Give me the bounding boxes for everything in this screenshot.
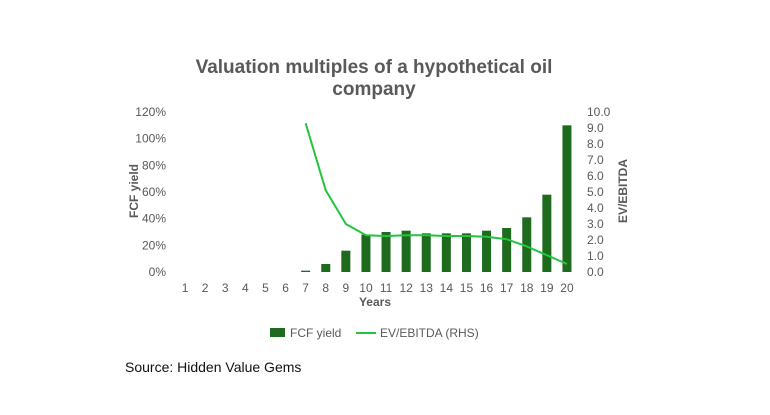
bar-fcf-yield [301, 270, 311, 272]
legend: FCF yield EV/EBITDA (RHS) [270, 326, 479, 340]
y2-tick-label: 10.0 [587, 105, 611, 119]
bar-fcf-yield [421, 233, 431, 272]
x-tick-label: 14 [440, 281, 454, 295]
y2-tick-label: 1.0 [587, 249, 604, 263]
y2-tick-label: 4.0 [587, 201, 604, 215]
fcf-yield-bars [301, 125, 572, 272]
y2-tick-label: 9.0 [587, 121, 604, 135]
bar-fcf-yield [562, 125, 572, 272]
x-tick-label: 20 [560, 281, 574, 295]
x-tick-label: 16 [480, 281, 494, 295]
x-tick-label: 1 [182, 281, 189, 295]
x-axis-title: Years [359, 295, 391, 309]
y-tick-label: 80% [142, 158, 166, 172]
x-tick-label: 19 [540, 281, 554, 295]
bar-fcf-yield [542, 194, 552, 272]
x-tick-label: 7 [302, 281, 309, 295]
y-tick-label: 20% [142, 238, 166, 252]
y-axis-right-title: EV/EBITDA [616, 159, 630, 223]
x-tick-label: 6 [282, 281, 289, 295]
x-tick-label: 13 [420, 281, 434, 295]
y-tick-label: 100% [135, 132, 166, 146]
bar-fcf-yield [502, 228, 512, 272]
legend-swatch-fcf-yield [270, 328, 285, 337]
bar-fcf-yield [361, 234, 371, 272]
bar-fcf-yield [401, 230, 411, 272]
legend-label-fcf-yield: FCF yield [290, 326, 341, 340]
x-tick-label: 3 [222, 281, 229, 295]
y-tick-label: 60% [142, 185, 166, 199]
y2-tick-label: 7.0 [587, 153, 604, 167]
line-ev-ebitda [304, 122, 568, 265]
bar-fcf-yield [381, 232, 391, 272]
y2-tick-label: 5.0 [587, 185, 604, 199]
x-tick-label: 2 [202, 281, 209, 295]
source-note: Source: Hidden Value Gems [125, 359, 302, 375]
y2-tick-label: 3.0 [587, 217, 604, 231]
chart-title-line-1: Valuation multiples of a hypothetical oi… [196, 57, 553, 78]
bar-fcf-yield [441, 233, 451, 272]
bar-fcf-yield [341, 250, 351, 272]
y-axis-right-ticks: 0.0 1.0 2.0 3.0 4.0 5.0 6.0 7.0 8.0 9.0 10.0 [587, 105, 611, 279]
y2-tick-label: 0.0 [587, 265, 604, 279]
x-tick-label: 8 [322, 281, 329, 295]
bar-fcf-yield [482, 230, 492, 272]
x-tick-label: 9 [343, 281, 350, 295]
chart-title-line-2: company [332, 79, 416, 100]
y-tick-label: 0% [149, 265, 167, 279]
y2-tick-label: 6.0 [587, 169, 604, 183]
ev-ebitda-line-layer [304, 122, 568, 265]
y-tick-label: 40% [142, 212, 166, 226]
y-axis-left-title: FCF yield [127, 164, 141, 218]
x-axis-ticks: 1 2 3 4 5 6 7 8 9 10 11 12 13 14 15 16 17 18 19 20 [182, 281, 574, 295]
bar-fcf-yield [461, 233, 471, 272]
x-tick-label: 11 [380, 281, 393, 295]
x-tick-label: 12 [399, 281, 413, 295]
y-tick-label: 120% [135, 105, 166, 119]
y-axis-left-ticks: 0% 20% 40% 60% 80% 100% 120% [135, 105, 166, 279]
x-tick-label: 4 [242, 281, 249, 295]
bar-fcf-yield [321, 264, 331, 272]
legend-label-ev-ebitda: EV/EBITDA (RHS) [380, 326, 479, 340]
x-tick-label: 18 [520, 281, 534, 295]
x-tick-label: 5 [262, 281, 269, 295]
y2-tick-label: 8.0 [587, 137, 604, 151]
y2-tick-label: 2.0 [587, 233, 604, 247]
bar-fcf-yield [522, 217, 532, 272]
x-tick-label: 15 [460, 281, 474, 295]
x-tick-label: 10 [359, 281, 373, 295]
x-tick-label: 17 [500, 281, 514, 295]
